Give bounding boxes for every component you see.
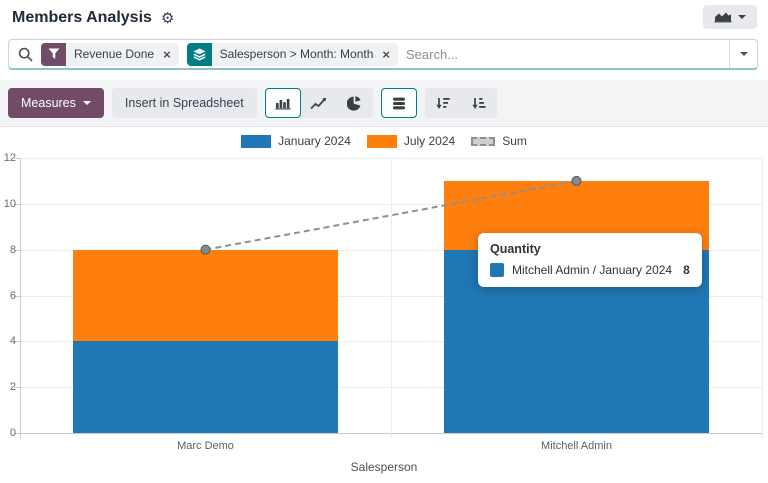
- sort-ascending-icon: [471, 97, 486, 110]
- y-tick-mark: [14, 158, 20, 159]
- layers-icon: [186, 42, 212, 66]
- stacked-button-group: [380, 88, 417, 118]
- area-chart-icon: [714, 11, 732, 23]
- gridline-x: [762, 158, 763, 438]
- y-tick-label: 6: [9, 289, 16, 302]
- chevron-down-icon: [739, 52, 748, 56]
- chart-type-button-group: [264, 88, 373, 118]
- control-panel-header: Members Analysis ⚙: [0, 0, 768, 36]
- y-tick-label: 12: [3, 152, 16, 164]
- close-icon[interactable]: ×: [382, 46, 391, 62]
- search-input[interactable]: [406, 46, 729, 62]
- x-tick-label: Marc Demo: [177, 440, 234, 452]
- sort-descending-icon: [435, 97, 450, 110]
- bar-marc-demo-july-2024[interactable]: [72, 249, 339, 342]
- chart-legend: January 2024 July 2024 Sum: [0, 134, 768, 148]
- legend-swatch: [241, 134, 272, 148]
- chevron-down-icon: [82, 101, 91, 105]
- sort-button-group: [424, 88, 497, 118]
- search-icon: [18, 47, 33, 62]
- legend-item-july-2024[interactable]: July 2024: [366, 134, 456, 148]
- y-tick-mark: [14, 387, 20, 389]
- graph-toolbar: Measures Insert in Spreadsheet: [0, 80, 768, 127]
- line-chart-icon: [310, 97, 327, 110]
- sort-descending-button[interactable]: [425, 88, 461, 118]
- chevron-down-icon: [738, 15, 746, 19]
- legend-label: Sum: [502, 134, 527, 148]
- tooltip-series-swatch: [490, 263, 504, 277]
- page-title: Members Analysis: [12, 9, 152, 26]
- facet-label: Salesperson > Month: Month: [219, 47, 374, 61]
- chart-tooltip: Quantity Mitchell Admin / January 2024 8: [478, 233, 702, 287]
- bar-chart-button[interactable]: [264, 88, 301, 118]
- y-tick-label: 10: [3, 197, 16, 210]
- search-dropdown-toggle[interactable]: [729, 40, 757, 68]
- y-tick-label: 2: [9, 381, 16, 394]
- tooltip-row: Mitchell Admin / January 2024 8: [490, 263, 690, 277]
- x-axis-title: Salesperson: [350, 460, 418, 474]
- y-tick-mark: [14, 295, 20, 297]
- tooltip-title: Quantity: [490, 242, 541, 256]
- pie-chart-button[interactable]: [337, 88, 373, 118]
- facet-groupby-salesperson-month[interactable]: Salesperson > Month: Month ×: [186, 42, 399, 66]
- measures-button[interactable]: Measures: [8, 88, 104, 118]
- y-axis-line: [20, 158, 21, 438]
- close-icon[interactable]: ×: [163, 46, 171, 62]
- sort-ascending-button[interactable]: [461, 88, 497, 118]
- legend-label: January 2024: [278, 134, 351, 148]
- gear-icon[interactable]: ⚙: [160, 9, 175, 27]
- legend-swatch: [471, 136, 496, 146]
- bar-marc-demo-january-2024[interactable]: [72, 341, 339, 433]
- graph-view: January 2024 July 2024 Sum 0 2 4 6 8 10 12 Marc D…: [0, 127, 768, 483]
- y-tick-mark: [14, 433, 20, 434]
- y-tick-label: 0: [9, 427, 16, 439]
- y-tick-mark: [14, 249, 20, 251]
- line-chart-button[interactable]: [301, 88, 337, 118]
- legend-item-january-2024[interactable]: January 2024: [241, 134, 351, 148]
- facet-revenue-done[interactable]: Revenue Done ×: [41, 42, 179, 66]
- stacked-button[interactable]: [380, 88, 417, 118]
- y-tick-label: 4: [9, 335, 16, 348]
- bar-chart-icon: [275, 97, 291, 110]
- search-bar[interactable]: Revenue Done × Salesperson > Month: Mont…: [8, 39, 758, 70]
- tooltip-value: 8: [683, 263, 690, 277]
- legend-item-sum[interactable]: Sum: [471, 134, 527, 148]
- y-tick-mark: [14, 341, 20, 343]
- insert-in-spreadsheet-button[interactable]: Insert in Spreadsheet: [111, 88, 257, 118]
- legend-swatch: [366, 134, 397, 148]
- y-tick-label: 8: [9, 243, 16, 256]
- x-tick-label: Mitchell Admin: [541, 440, 612, 452]
- legend-label: July 2024: [403, 134, 456, 148]
- gridline-x: [391, 158, 392, 438]
- measures-label: Measures: [21, 96, 76, 110]
- y-tick-mark: [14, 203, 20, 205]
- facet-label: Revenue Done: [74, 47, 155, 61]
- pie-chart-icon: [347, 95, 362, 111]
- filter-icon: [41, 42, 66, 66]
- tooltip-label: Mitchell Admin / January 2024: [512, 263, 673, 277]
- view-switcher-button[interactable]: [703, 5, 757, 29]
- stacked-icon: [392, 97, 406, 110]
